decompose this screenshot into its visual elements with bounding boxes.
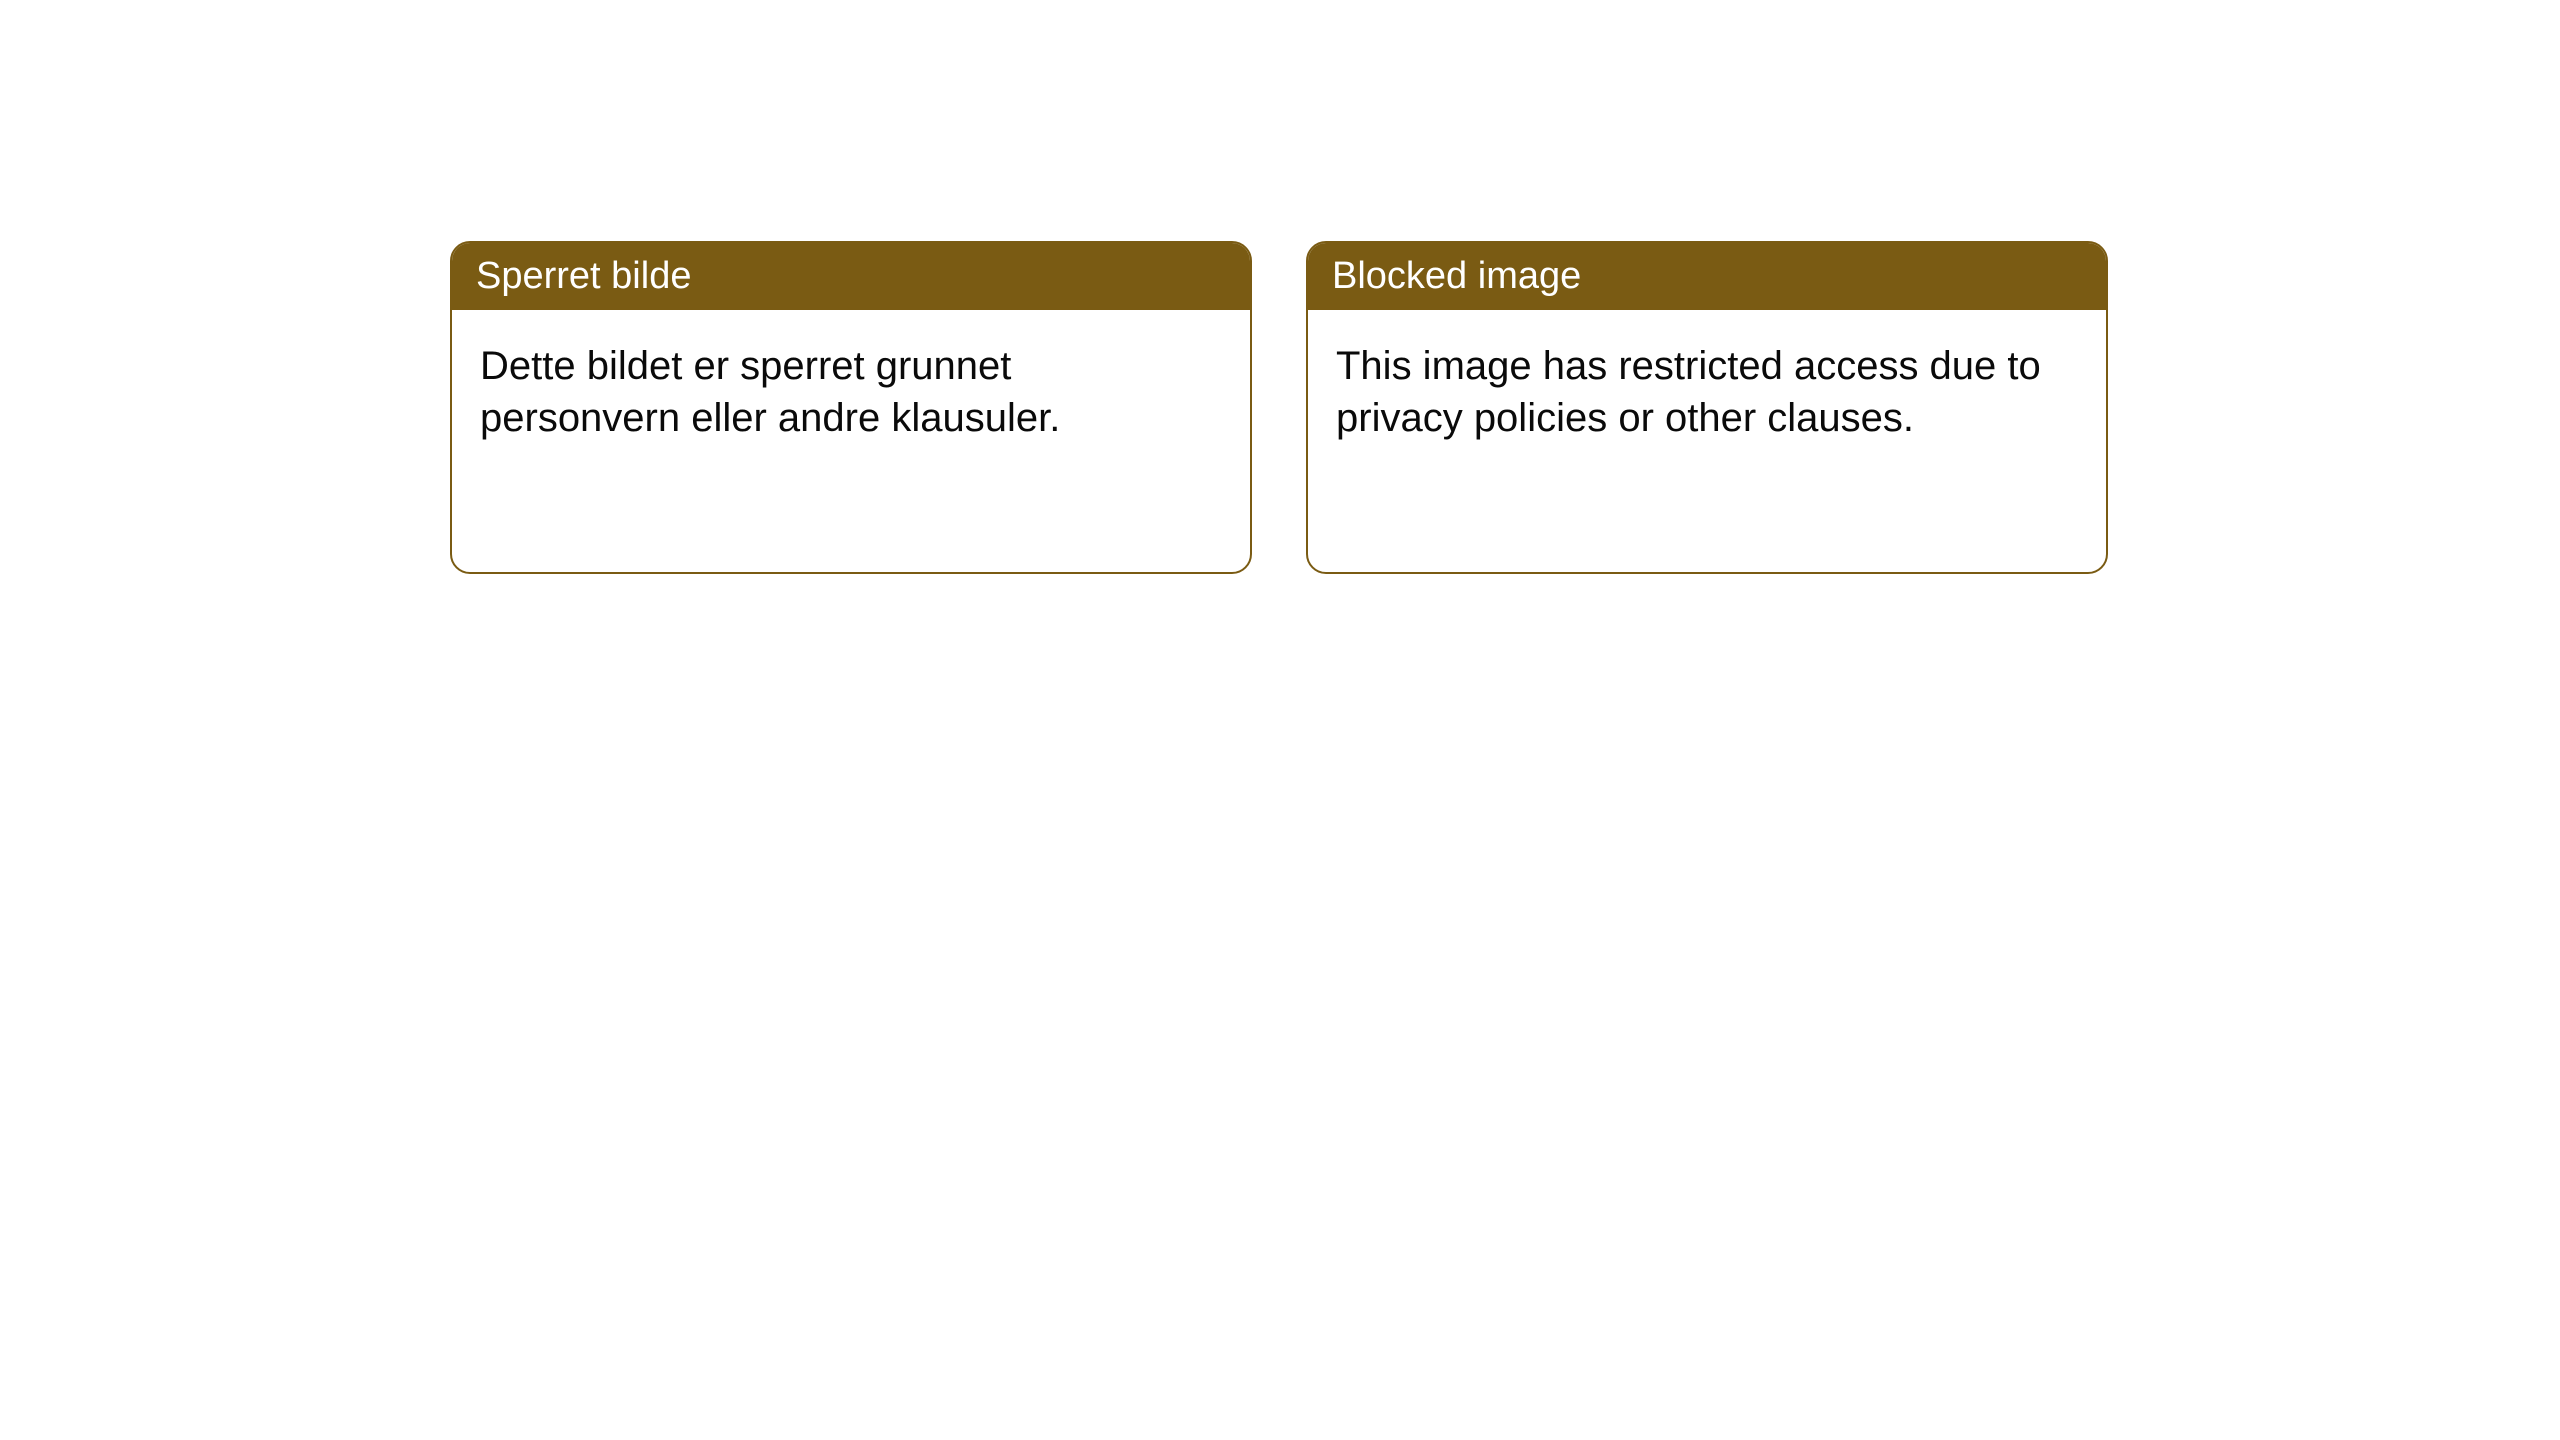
card-header: Blocked image — [1308, 243, 2106, 310]
card-title: Sperret bilde — [476, 255, 691, 297]
notice-container: Sperret bilde Dette bildet er sperret gr… — [450, 241, 2108, 574]
card-body: Dette bildet er sperret grunnet personve… — [452, 310, 1250, 474]
card-header: Sperret bilde — [452, 243, 1250, 310]
notice-card-english: Blocked image This image has restricted … — [1306, 241, 2108, 574]
card-body: This image has restricted access due to … — [1308, 310, 2106, 474]
card-message: Dette bildet er sperret grunnet personve… — [480, 344, 1060, 440]
card-title: Blocked image — [1332, 255, 1581, 297]
card-message: This image has restricted access due to … — [1336, 344, 2041, 440]
notice-card-norwegian: Sperret bilde Dette bildet er sperret gr… — [450, 241, 1252, 574]
